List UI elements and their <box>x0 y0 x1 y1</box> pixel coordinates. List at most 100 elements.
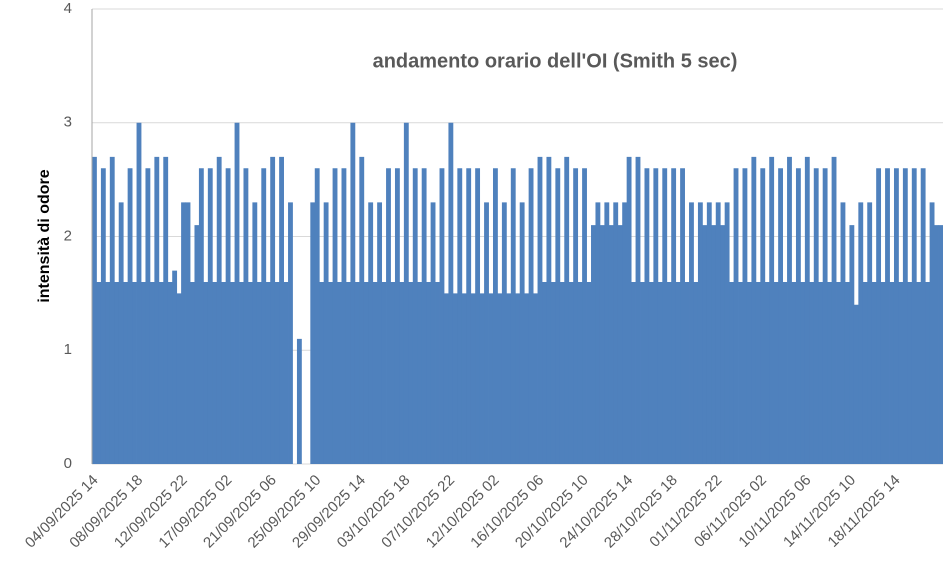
bar <box>488 293 494 464</box>
bar <box>109 156 115 464</box>
bar <box>328 282 333 464</box>
bar <box>804 156 810 464</box>
bar <box>599 225 605 464</box>
y-axis-label: intensità di odore <box>36 169 53 302</box>
y-tick-label: 1 <box>64 341 72 358</box>
bar <box>524 293 530 464</box>
bar <box>693 282 699 464</box>
bar <box>452 293 458 464</box>
bar <box>190 282 195 464</box>
bar <box>840 202 846 464</box>
bar <box>181 202 186 464</box>
bar <box>506 293 512 464</box>
bar <box>559 282 565 464</box>
bar <box>764 282 770 464</box>
bar <box>515 293 521 464</box>
bar <box>96 282 102 464</box>
bar <box>484 202 489 464</box>
bar <box>274 282 280 464</box>
bar <box>795 168 801 464</box>
bar <box>265 282 271 464</box>
bar <box>862 282 868 464</box>
bar <box>844 282 850 464</box>
bar <box>684 282 690 464</box>
bar <box>221 282 227 464</box>
bar <box>212 282 218 464</box>
bar <box>154 156 160 464</box>
bar <box>296 338 302 464</box>
bar <box>261 168 267 464</box>
bar <box>697 202 703 464</box>
bar <box>608 225 614 464</box>
bar <box>479 293 485 464</box>
bar <box>555 168 561 464</box>
bar <box>760 168 766 464</box>
bar <box>706 202 712 464</box>
bar <box>337 282 342 464</box>
bar <box>751 156 757 464</box>
bar <box>533 293 538 464</box>
bar <box>791 282 797 464</box>
bar <box>631 282 636 464</box>
bar <box>827 282 833 464</box>
bar <box>332 168 338 464</box>
bar <box>782 282 788 464</box>
bar <box>158 282 164 464</box>
bar <box>604 202 610 464</box>
bar <box>528 168 534 464</box>
bar <box>403 122 409 464</box>
bar <box>386 168 391 464</box>
bar <box>230 282 235 464</box>
bar <box>417 282 423 464</box>
bar <box>283 282 289 464</box>
bar <box>715 202 721 464</box>
bar <box>595 202 601 464</box>
bar <box>702 225 708 464</box>
bar <box>925 282 931 464</box>
y-tick-label: 0 <box>64 455 72 472</box>
bar <box>519 202 525 464</box>
bar <box>288 202 293 464</box>
bar <box>938 225 943 464</box>
bar <box>720 225 726 464</box>
bar <box>635 156 641 464</box>
bar <box>216 156 222 464</box>
bar <box>813 168 819 464</box>
bar <box>279 156 284 464</box>
bar <box>141 282 146 464</box>
bar <box>207 168 213 464</box>
bar <box>582 168 587 464</box>
bar <box>550 282 556 464</box>
bar <box>622 202 628 464</box>
bar <box>256 282 262 464</box>
bar <box>239 282 244 464</box>
bar <box>902 168 908 464</box>
bar <box>724 202 730 464</box>
bar <box>742 168 748 464</box>
bar <box>501 202 507 464</box>
bar <box>893 168 899 464</box>
bar <box>671 168 677 464</box>
bar <box>234 122 240 464</box>
bar <box>341 168 347 464</box>
bar <box>426 282 432 464</box>
bar <box>662 168 668 464</box>
bar <box>849 225 855 464</box>
bar <box>858 202 864 464</box>
bar <box>270 156 276 464</box>
bar <box>225 168 231 464</box>
bar <box>123 282 129 464</box>
bar <box>818 282 824 464</box>
bar <box>934 225 939 464</box>
bar <box>800 282 806 464</box>
bar <box>354 282 360 464</box>
bar <box>711 225 717 464</box>
bar <box>345 282 351 464</box>
bar <box>920 168 926 464</box>
bar <box>100 168 106 464</box>
bar <box>399 282 405 464</box>
bar <box>867 202 873 464</box>
bar <box>680 168 685 464</box>
bar <box>172 270 178 464</box>
